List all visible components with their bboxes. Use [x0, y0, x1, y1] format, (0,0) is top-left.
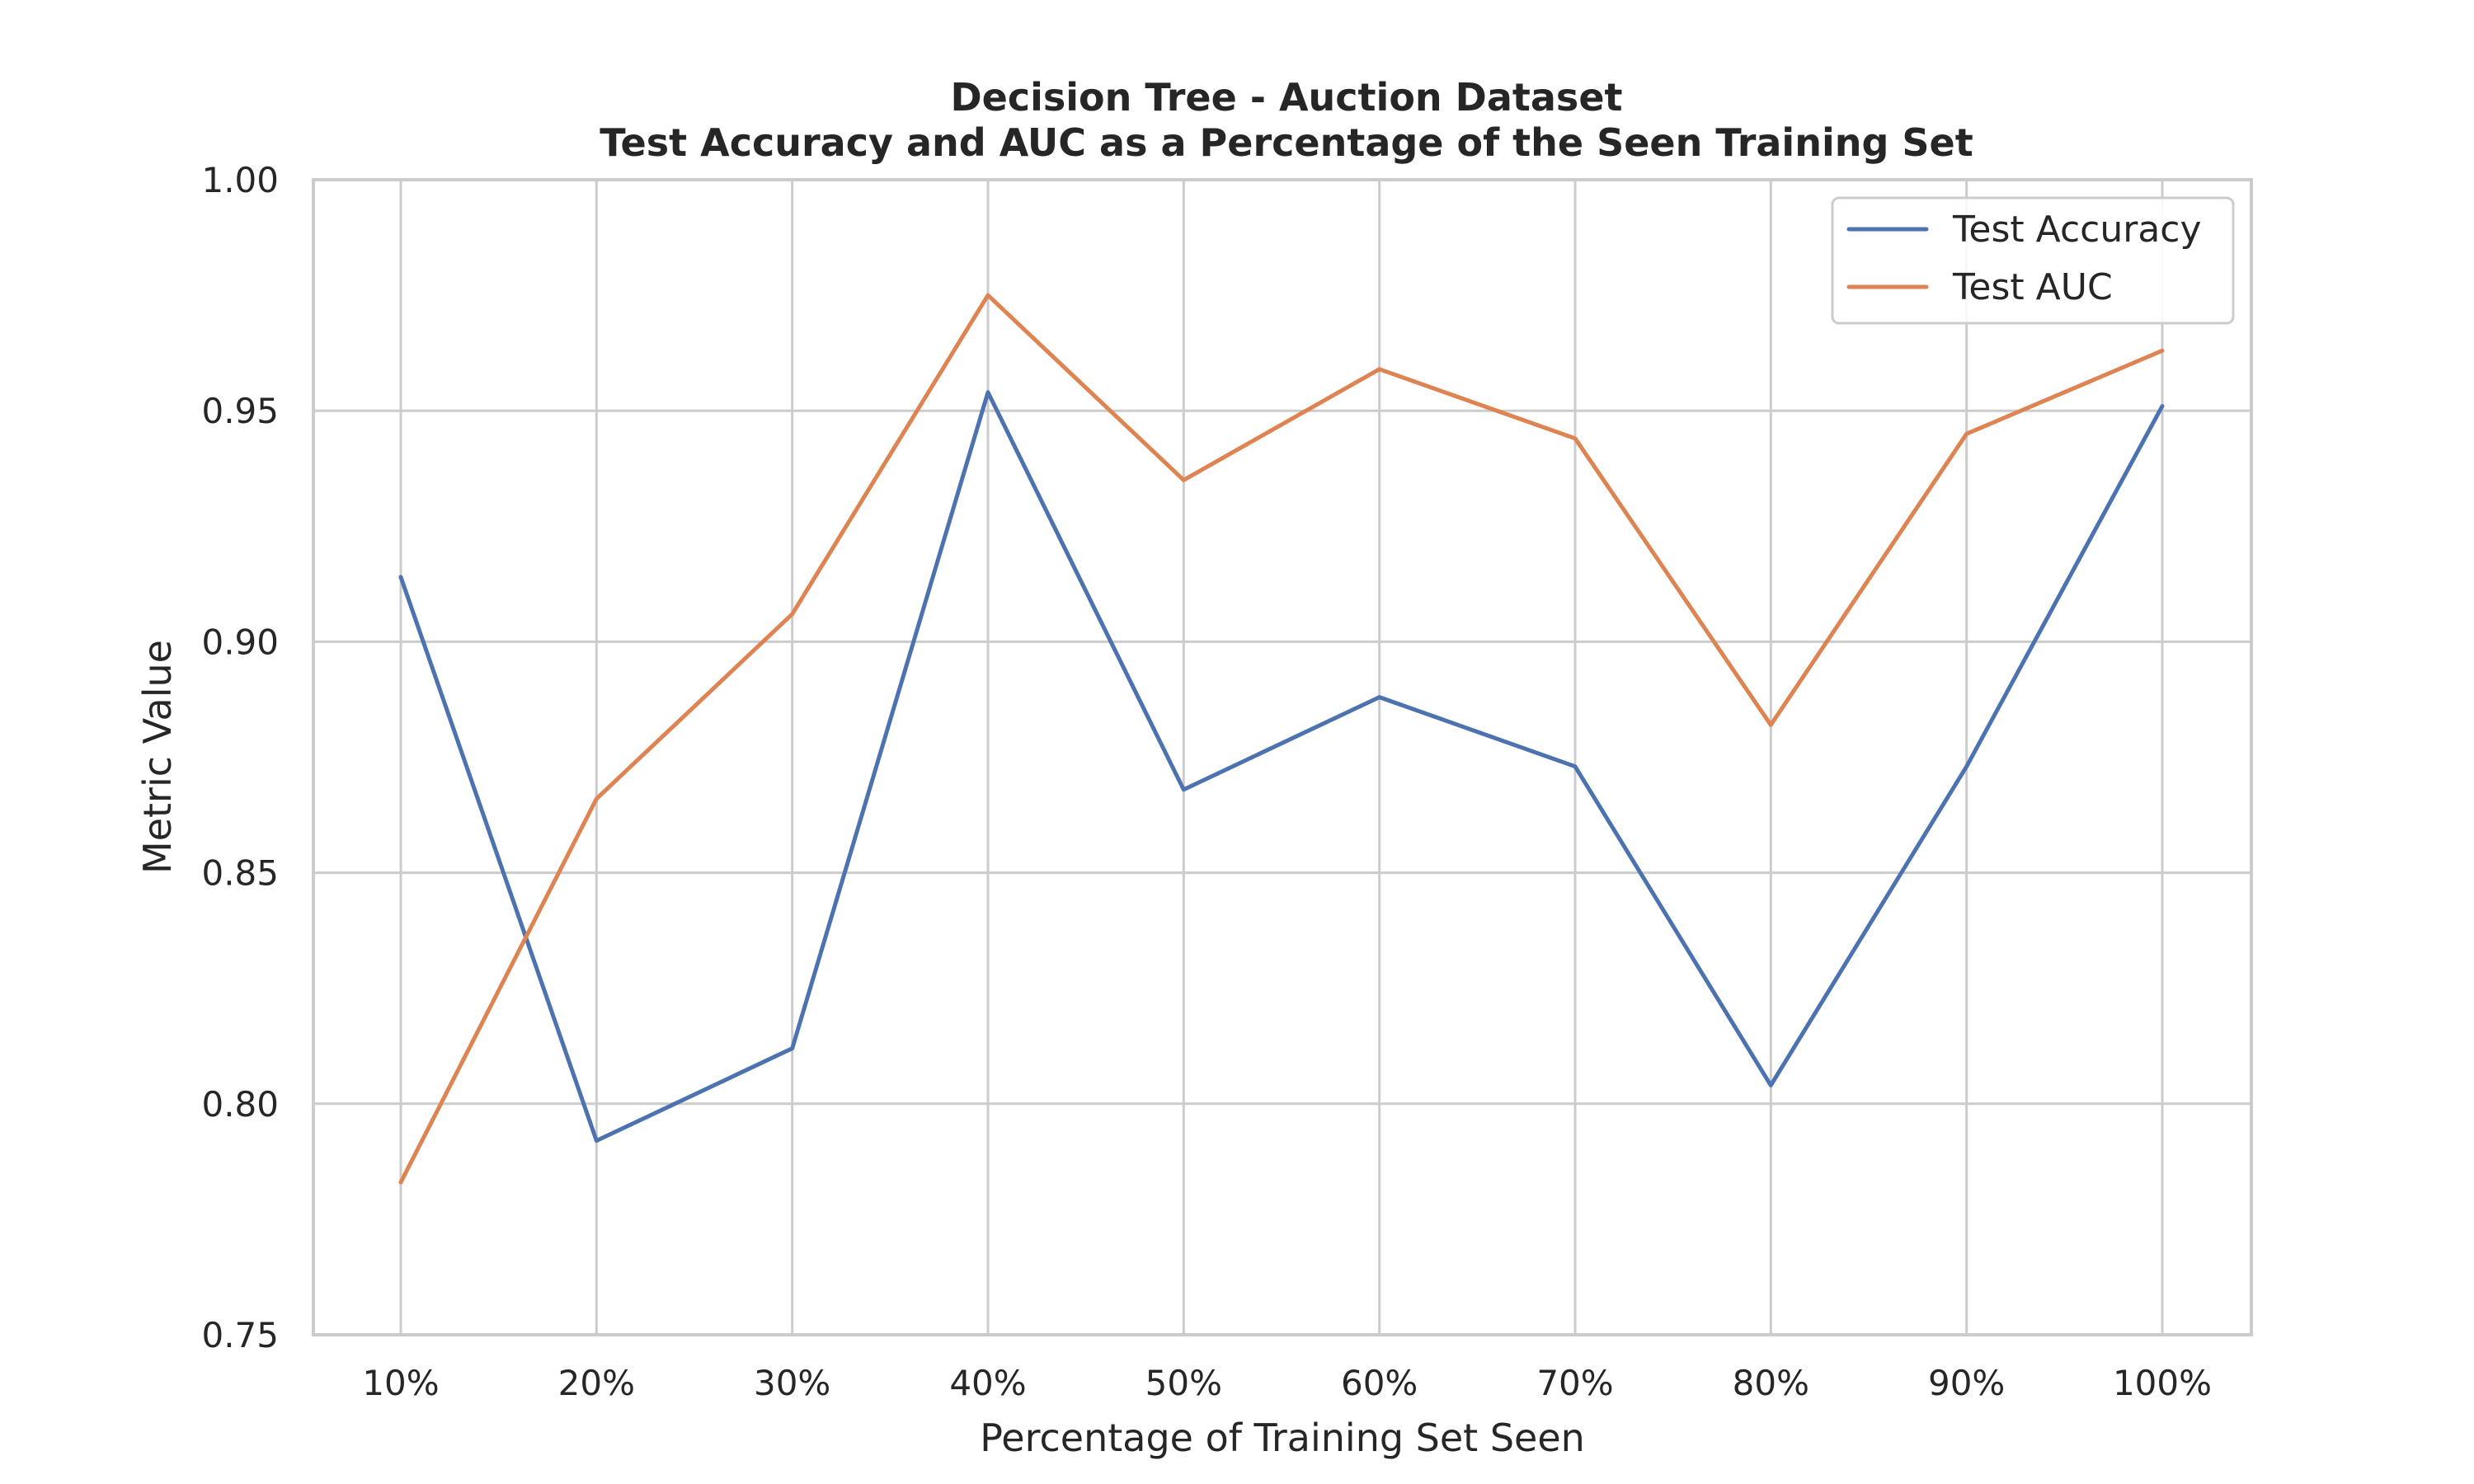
chart-title: Decision Tree - Auction Dataset — [950, 75, 1622, 120]
x-tick-label: 100% — [2113, 1363, 2212, 1403]
legend-box — [1831, 196, 2235, 325]
series-group — [398, 293, 2165, 1185]
y-axis-label: Metric Value — [135, 640, 180, 874]
y-tick-label: 0.95 — [201, 391, 279, 431]
legend-label-test-accuracy: Test Accuracy — [1952, 209, 2202, 251]
x-axis-label: Percentage of Training Set Seen — [980, 1416, 1585, 1460]
x-tick-label: 50% — [1145, 1363, 1222, 1403]
grid-lines — [313, 178, 2251, 1336]
plot-frame — [312, 178, 2253, 1336]
x-tick-label: 20% — [558, 1363, 635, 1403]
legend: Test Accuracy Test AUC — [1831, 196, 2235, 325]
x-tick-label: 90% — [1928, 1363, 2005, 1403]
x-tick-label: 10% — [362, 1363, 439, 1403]
x-tick-label: 70% — [1536, 1363, 1613, 1403]
legend-label-test-auc: Test AUC — [1952, 266, 2113, 308]
series-line-test-accuracy — [398, 390, 2165, 1144]
y-tick-label: 1.00 — [201, 160, 279, 200]
x-tick-label: 80% — [1733, 1363, 1809, 1403]
series-line-test-auc — [398, 293, 2165, 1185]
x-tick-label: 40% — [949, 1363, 1026, 1403]
y-tick-labels: 0.75 0.80 0.85 0.90 0.95 1.00 — [201, 160, 279, 1355]
y-tick-label: 0.90 — [201, 622, 279, 662]
y-tick-label: 0.85 — [201, 853, 279, 894]
x-tick-labels: 10% 20% 30% 40% 50% 60% 70% 80% 90% 100% — [362, 1363, 2212, 1403]
y-tick-label: 0.75 — [201, 1315, 279, 1355]
x-tick-label: 30% — [754, 1363, 830, 1403]
x-tick-label: 60% — [1341, 1363, 1418, 1403]
chart-subtitle: Test Accuracy and AUC as a Percentage of… — [600, 120, 1973, 165]
y-tick-label: 0.80 — [201, 1084, 279, 1125]
